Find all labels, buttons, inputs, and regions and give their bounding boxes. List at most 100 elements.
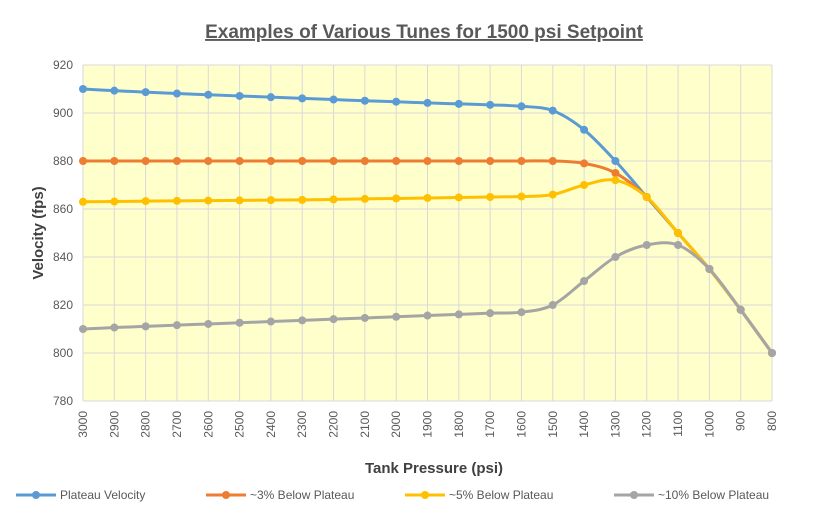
data-point xyxy=(172,89,181,98)
data-point xyxy=(642,241,651,249)
data-point xyxy=(611,253,620,261)
x-tick-label: 1100 xyxy=(671,411,685,437)
data-point xyxy=(329,315,338,324)
data-point xyxy=(235,318,244,327)
y-tick-label: 920 xyxy=(53,58,73,72)
data-point xyxy=(454,157,463,165)
data-point xyxy=(360,96,369,105)
legend-label: ~10% Below Plateau xyxy=(658,488,769,502)
x-tick-label: 900 xyxy=(734,411,748,431)
data-point xyxy=(392,194,401,203)
data-point xyxy=(329,157,338,165)
data-point xyxy=(141,322,150,331)
x-tick-label: 1800 xyxy=(452,411,466,438)
data-point xyxy=(360,313,369,322)
x-tick-label: 1200 xyxy=(640,411,654,438)
data-point xyxy=(110,197,119,206)
x-tick-label: 1900 xyxy=(421,411,435,438)
data-point xyxy=(517,157,526,165)
data-point xyxy=(141,88,150,97)
data-point xyxy=(548,301,557,309)
x-tick-label: 2500 xyxy=(233,411,247,438)
y-tick-label: 840 xyxy=(53,250,73,264)
legend-label: ~5% Below Plateau xyxy=(449,488,553,502)
series-4 xyxy=(79,241,776,357)
data-point xyxy=(423,193,432,202)
x-tick-label: 3000 xyxy=(76,411,90,438)
legend-swatch-marker xyxy=(630,491,638,499)
data-point xyxy=(172,196,181,205)
data-point xyxy=(298,94,307,103)
y-tick-label: 900 xyxy=(53,106,73,120)
data-point xyxy=(580,181,589,189)
x-tick-label: 2400 xyxy=(264,411,278,438)
legend-item: Plateau Velocity xyxy=(16,488,145,502)
series-group xyxy=(79,85,776,357)
data-point xyxy=(235,157,244,165)
x-tick-label: 1500 xyxy=(546,411,560,438)
data-point xyxy=(736,305,745,314)
data-point xyxy=(266,196,275,205)
legend-item: ~5% Below Plateau xyxy=(405,488,553,502)
x-tick-label: 2900 xyxy=(107,411,121,438)
data-point xyxy=(611,169,620,177)
x-tick-label: 2100 xyxy=(358,411,372,438)
x-axis-ticks: 3000 2900 2800 2700 2600 2500 2400 2300 2200 2100… xyxy=(76,411,779,438)
x-tick-label: 2000 xyxy=(389,411,403,438)
data-point xyxy=(392,312,401,321)
data-point xyxy=(329,195,338,204)
data-point xyxy=(204,90,213,99)
data-point xyxy=(642,193,651,201)
x-tick-label: 2300 xyxy=(295,411,309,438)
data-point xyxy=(705,265,714,273)
data-point xyxy=(454,99,463,108)
data-point xyxy=(204,319,213,328)
legend: Plateau Velocity ~3% Below Plateau ~5% Bel… xyxy=(16,488,769,502)
data-point xyxy=(486,157,495,165)
legend-swatch-marker xyxy=(222,491,230,499)
x-tick-label: 2700 xyxy=(170,411,184,438)
y-tick-label: 860 xyxy=(53,202,73,216)
x-tick-label: 1300 xyxy=(608,411,622,438)
data-point xyxy=(172,321,181,330)
chart-title: Examples of Various Tunes for 1500 psi S… xyxy=(205,22,643,43)
data-point xyxy=(580,159,589,168)
data-point xyxy=(454,310,463,319)
legend-label: ~3% Below Plateau xyxy=(250,488,354,502)
data-point xyxy=(674,241,683,249)
y-tick-label: 780 xyxy=(53,394,73,408)
x-tick-label: 2600 xyxy=(201,411,215,438)
data-point xyxy=(266,317,275,326)
data-point xyxy=(79,85,87,93)
x-tick-label: 1000 xyxy=(702,411,716,438)
data-point xyxy=(110,86,119,95)
data-point xyxy=(204,196,213,205)
data-point xyxy=(110,157,119,165)
data-point xyxy=(517,192,526,201)
legend-swatch-marker xyxy=(32,491,40,499)
legend-item: ~10% Below Plateau xyxy=(614,488,769,502)
y-tick-label: 880 xyxy=(53,154,73,168)
x-axis-title: Tank Pressure (psi) xyxy=(365,460,503,477)
data-point xyxy=(580,125,589,134)
legend-label: Plateau Velocity xyxy=(60,488,145,502)
data-point xyxy=(79,325,87,333)
x-tick-label: 1600 xyxy=(514,411,528,438)
legend-item: ~3% Below Plateau xyxy=(206,488,354,502)
data-point xyxy=(548,157,557,165)
x-tick-label: 2800 xyxy=(139,411,153,438)
data-point xyxy=(548,106,557,115)
data-point xyxy=(360,194,369,203)
x-tick-label: 1700 xyxy=(483,411,497,438)
data-point xyxy=(548,190,557,199)
data-point xyxy=(235,91,244,100)
y-axis-ticks: 920 900 880 860 840 820 800 780 xyxy=(53,58,73,408)
y-axis-title: Velocity (fps) xyxy=(30,186,47,279)
data-point xyxy=(768,349,776,357)
gridlines xyxy=(82,64,773,402)
data-point xyxy=(486,309,495,318)
data-point xyxy=(110,323,119,332)
data-point xyxy=(517,308,526,317)
data-point xyxy=(79,157,87,165)
